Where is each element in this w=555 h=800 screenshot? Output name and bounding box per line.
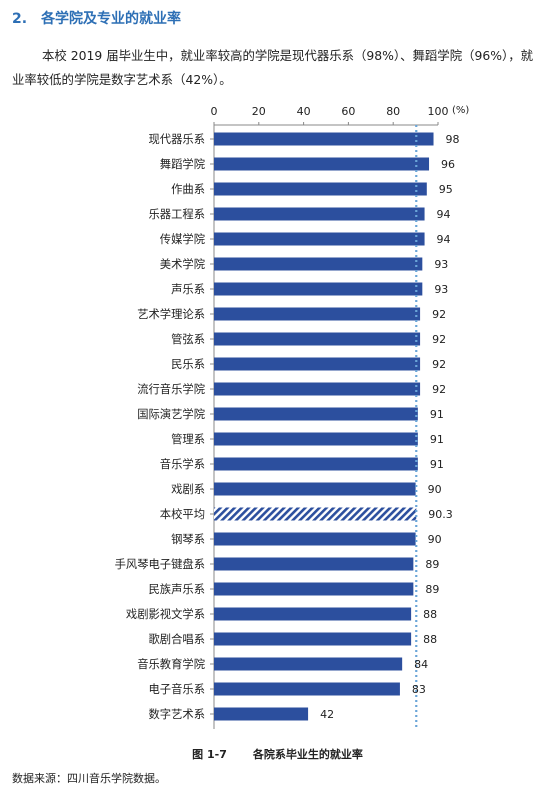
x-tick-label: 20 — [252, 105, 266, 118]
value-label: 92 — [432, 358, 446, 371]
value-label: 84 — [414, 658, 428, 671]
value-label: 92 — [432, 333, 446, 346]
category-label: 乐器工程系 — [149, 208, 206, 221]
value-label: 88 — [423, 608, 437, 621]
category-label: 戏剧系 — [171, 482, 205, 496]
category-label: 现代器乐系 — [149, 133, 206, 146]
value-label: 96 — [441, 158, 455, 171]
section-number: 2. — [12, 11, 28, 27]
category-label: 手风琴电子键盘系 — [115, 557, 205, 571]
x-tick-label: 40 — [297, 105, 311, 118]
bar — [214, 132, 434, 146]
value-label: 98 — [446, 133, 460, 146]
bar — [214, 707, 309, 721]
category-label: 艺术学理论系 — [137, 307, 205, 321]
value-label: 91 — [430, 408, 444, 421]
bar — [214, 582, 414, 596]
unit-label: (%) — [452, 105, 469, 116]
bar — [214, 457, 418, 471]
value-label: 89 — [425, 558, 439, 571]
value-label: 89 — [425, 583, 439, 596]
figure-number: 图 1-7 — [192, 748, 227, 761]
bar — [214, 407, 418, 421]
value-label: 94 — [437, 233, 451, 246]
figure-caption: 图 1-7 各院系毕业生的就业率 — [0, 746, 555, 762]
data-source-note: 数据来源：四川音乐学院数据。 — [12, 772, 166, 785]
category-label: 流行音乐学院 — [137, 382, 205, 396]
bar — [214, 607, 412, 621]
category-label: 歌剧合唱系 — [149, 632, 206, 646]
value-label: 93 — [434, 283, 448, 296]
bar — [214, 357, 421, 371]
bar — [214, 282, 423, 296]
value-label: 92 — [432, 308, 446, 321]
value-label: 90.3 — [428, 508, 453, 521]
category-label: 戏剧影视文学系 — [126, 607, 205, 621]
value-label: 88 — [423, 633, 437, 646]
bar — [214, 257, 423, 271]
x-tick-label: 0 — [211, 105, 218, 118]
bar — [214, 657, 403, 671]
value-label: 91 — [430, 433, 444, 446]
section-heading: 2. 各学院及专业的就业率 — [12, 8, 181, 28]
category-label: 本校平均 — [160, 507, 205, 521]
employment-rate-bar-chart: 0 20 40 60 80 100 (%) 现代器乐系 98 舞蹈学院 96 作曲系 95 乐器工程系 9… — [115, 105, 469, 729]
bar — [214, 532, 416, 546]
value-label: 94 — [437, 208, 451, 221]
category-label: 作曲系 — [171, 183, 205, 196]
bar — [214, 557, 414, 571]
bar — [214, 432, 418, 446]
category-label: 数字艺术系 — [149, 707, 206, 721]
bar — [214, 157, 430, 171]
figure-title: 各院系毕业生的就业率 — [252, 748, 363, 761]
category-label: 民乐系 — [171, 358, 205, 371]
category-label: 音乐教育学院 — [137, 657, 205, 671]
category-label: 国际演艺学院 — [137, 407, 205, 421]
value-label: 91 — [430, 458, 444, 471]
value-label: 92 — [432, 383, 446, 396]
bar — [214, 632, 412, 646]
bar — [214, 207, 425, 221]
category-label: 美术学院 — [160, 257, 205, 271]
x-tick-label: 100 — [428, 105, 449, 118]
value-label: 90 — [428, 533, 442, 546]
value-label: 90 — [428, 483, 442, 496]
x-tick-label: 80 — [386, 105, 400, 118]
value-label: 42 — [320, 708, 334, 721]
category-label: 钢琴系 — [171, 533, 205, 546]
bar — [214, 307, 421, 321]
category-label: 民族声乐系 — [149, 582, 206, 596]
bar — [214, 482, 416, 496]
bar-average — [214, 507, 417, 521]
value-label: 93 — [434, 258, 448, 271]
category-label: 音乐学系 — [160, 457, 205, 471]
category-label: 管弦系 — [171, 332, 205, 346]
bar — [214, 682, 400, 696]
bar — [214, 382, 421, 396]
category-label: 舞蹈学院 — [160, 157, 205, 171]
bar — [214, 182, 427, 196]
x-tick-label: 60 — [341, 105, 355, 118]
category-label: 管理系 — [171, 432, 205, 446]
category-label: 声乐系 — [171, 282, 205, 296]
category-label: 传媒学院 — [160, 232, 205, 246]
section-title: 各学院及专业的就业率 — [41, 11, 182, 27]
value-label: 83 — [412, 683, 426, 696]
bar — [214, 232, 425, 246]
value-label: 95 — [439, 183, 453, 196]
summary-paragraph: 本校 2019 届毕业生中，就业率较高的学院是现代器乐系（98%）、舞蹈学院（9… — [12, 48, 533, 87]
bar — [214, 332, 421, 346]
category-label: 电子音乐系 — [149, 682, 206, 696]
